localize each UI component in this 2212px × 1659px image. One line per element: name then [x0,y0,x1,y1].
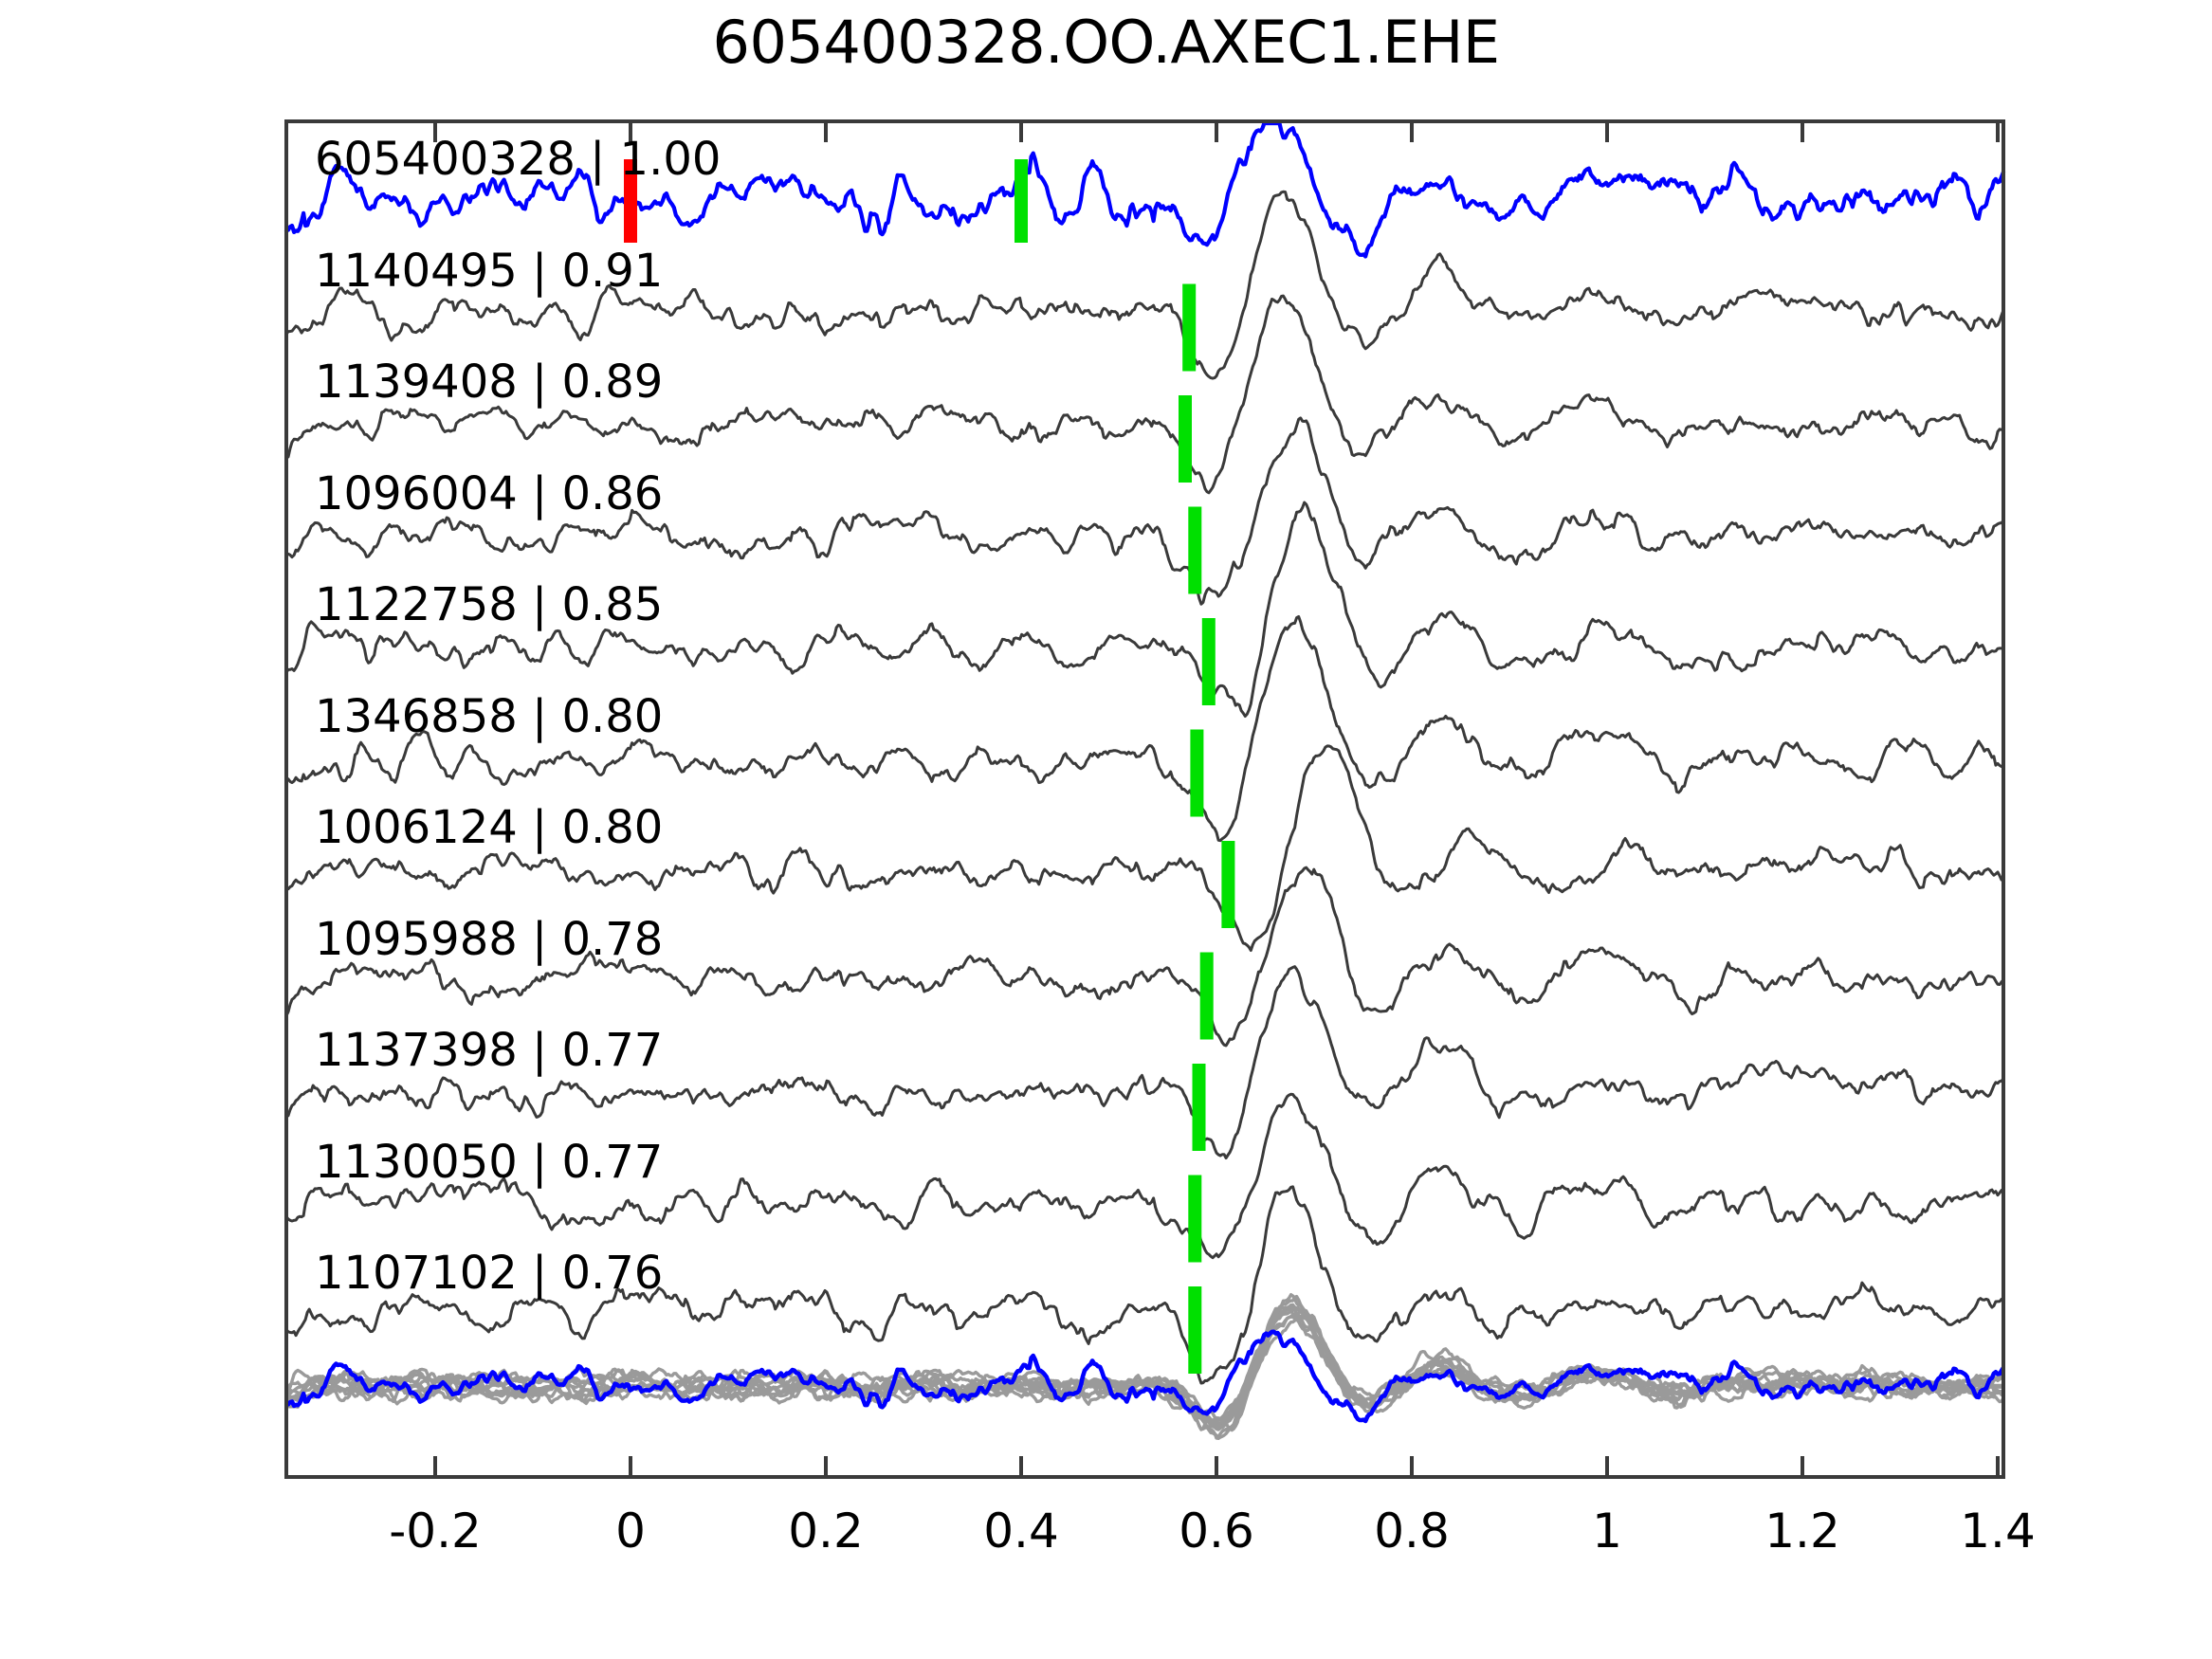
trace-label: 1130050 | 0.77 [315,1135,664,1189]
x-axis-tick-label: 0.6 [1179,1504,1254,1559]
pick-marker-detection [1179,395,1192,483]
x-axis-tick-label: 0.2 [788,1504,864,1559]
pick-marker-detection [1182,283,1197,372]
waveform-trace [284,1092,2005,1260]
pick-marker-detection [1221,841,1235,928]
trace-label: 1107102 | 0.76 [315,1247,664,1300]
trace-label: 1122758 | 0.85 [315,578,664,631]
x-axis-tick-label: 0.8 [1374,1504,1450,1559]
x-axis-tick-label: 1.4 [1960,1504,2036,1559]
page-title: 605400328.OO.AXEC1.EHE [712,8,1501,77]
stack-overlay-template-trace [285,1329,2005,1424]
trace-label: 605400328 | 1.00 [315,133,722,186]
trace-label: 1140495 | 0.91 [315,244,664,298]
waveform-group [283,120,2006,1440]
axis-group [284,119,2005,1479]
stack-overlay-trace [284,1293,2003,1432]
x-axis-tick-label: 1 [1592,1504,1622,1559]
trace-label: 1137398 | 0.77 [315,1024,664,1077]
x-axis-tick-label: 0.4 [983,1504,1059,1559]
waveform-trace [284,744,2005,952]
waveform-trace [284,1185,2005,1385]
stack-overlay-trace [284,1304,2003,1430]
trace-label: 1095988 | 0.78 [315,912,664,966]
waveform-trace [283,120,2006,259]
pick-marker-group [624,159,1235,1374]
pick-marker-detection [1188,1286,1202,1374]
x-axis-tick-label: 1.2 [1764,1504,1840,1559]
waveform-trace [284,416,2005,606]
pick-marker-detection [1190,729,1204,817]
pick-marker-detection [1201,618,1216,705]
waveform-trace [284,965,2005,1159]
trace-label: 1006124 | 0.80 [315,801,664,854]
trace-label: 1139408 | 0.89 [315,356,664,409]
waveform-trace [284,615,2005,843]
trace-label: 1096004 | 0.86 [315,466,664,520]
pick-marker-detection [1188,1175,1202,1263]
x-axis-tick-label: -0.2 [389,1504,482,1559]
pick-marker-detection [1015,159,1028,243]
pick-marker-reference [624,159,637,243]
pick-marker-detection [1199,952,1214,1040]
pick-marker-detection [1188,506,1202,594]
waveform-trace [284,501,2005,718]
pick-marker-detection [1192,1064,1206,1151]
trace-label: 1346858 | 0.80 [315,689,664,743]
waveform-trace [284,190,2005,380]
plot-frame [284,119,2005,1479]
waveform-trace [284,866,2005,1048]
waveform-trace [284,294,2005,495]
stack-overlay-trace [284,1303,2004,1431]
x-axis-tick-label: 0 [615,1504,646,1559]
